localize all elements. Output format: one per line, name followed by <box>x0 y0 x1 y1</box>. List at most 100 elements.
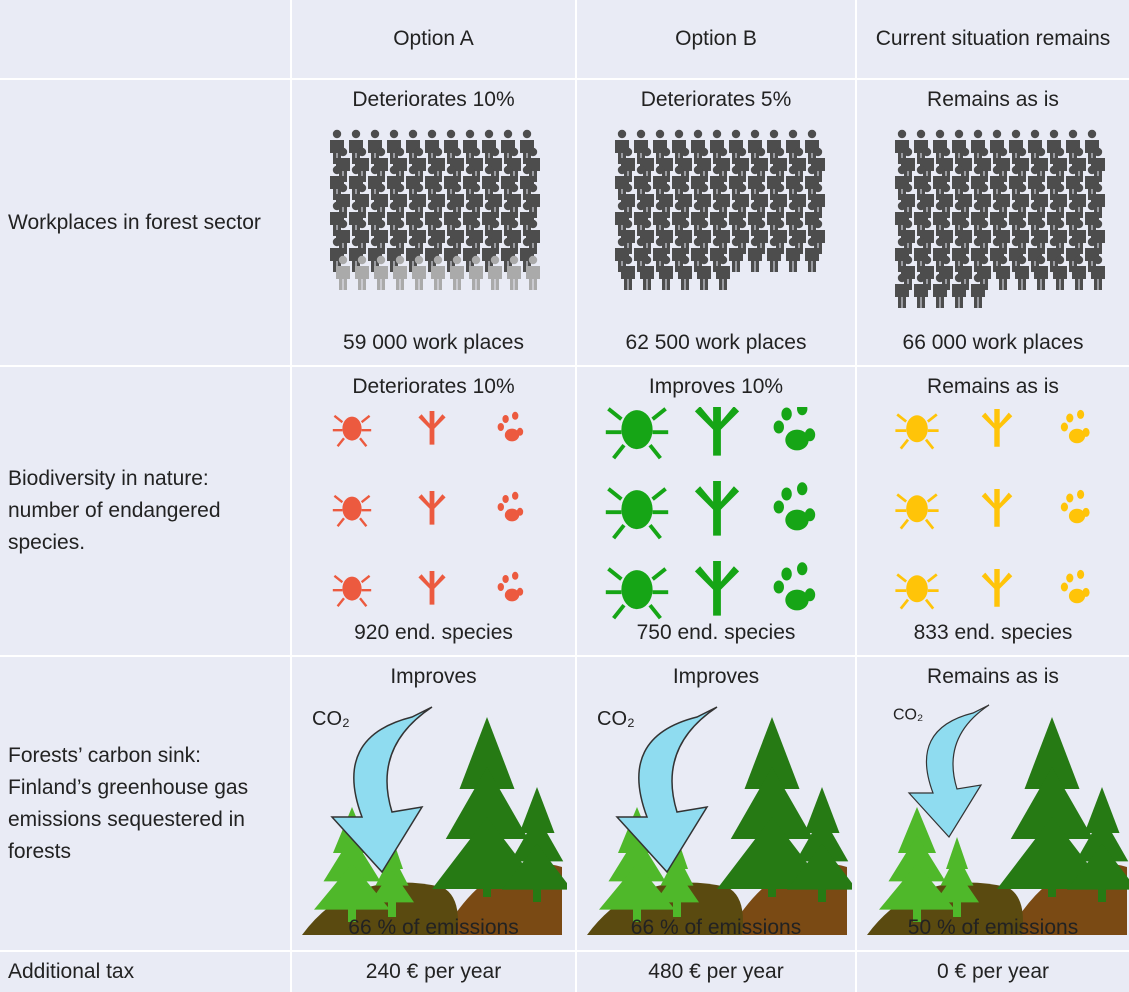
person-head <box>510 148 518 156</box>
person-head <box>643 148 651 156</box>
person-head <box>936 238 944 246</box>
person-head <box>1031 166 1039 174</box>
column-header: Option A <box>292 0 575 78</box>
person-head <box>904 148 912 156</box>
person-body <box>336 266 350 290</box>
person-head <box>485 202 493 210</box>
person-head <box>637 238 645 246</box>
person-body <box>1015 266 1029 290</box>
person-head <box>352 202 360 210</box>
person-head <box>917 130 925 138</box>
person-head <box>1088 130 1096 138</box>
species-icon <box>418 491 445 525</box>
person-head <box>980 148 988 156</box>
person-head <box>1050 166 1058 174</box>
person-head <box>1069 166 1077 174</box>
option-cell: Improves 10%750 end. species <box>577 367 855 655</box>
person-head <box>719 220 727 228</box>
person-head <box>358 184 366 192</box>
person-head <box>415 184 423 192</box>
person-head <box>814 148 822 156</box>
person-head <box>504 202 512 210</box>
icon-shape <box>1069 509 1085 523</box>
person-head <box>923 148 931 156</box>
person-body <box>393 266 407 290</box>
person-head <box>694 130 702 138</box>
person-head <box>409 238 417 246</box>
person-head <box>789 238 797 246</box>
species-icon <box>695 407 739 456</box>
person-head <box>974 130 982 138</box>
icon-shape <box>1069 589 1085 603</box>
person-body <box>678 266 692 290</box>
person-body <box>412 266 426 290</box>
person-head <box>377 256 385 264</box>
species-icon <box>333 576 371 606</box>
person-head <box>700 148 708 156</box>
person-head <box>898 130 906 138</box>
person-head <box>390 166 398 174</box>
person-head <box>1018 148 1026 156</box>
person-head <box>1012 238 1020 246</box>
corner-cell <box>0 0 290 78</box>
person-head <box>1050 202 1058 210</box>
person-head <box>523 202 531 210</box>
person-head <box>917 166 925 174</box>
person-body <box>488 266 502 290</box>
person-body <box>971 284 985 308</box>
status-text: Remains as is <box>857 375 1129 399</box>
person-head <box>504 166 512 174</box>
person-head <box>961 148 969 156</box>
person-head <box>917 238 925 246</box>
person-head <box>776 184 784 192</box>
person-head <box>898 202 906 210</box>
person-head <box>936 202 944 210</box>
person-head <box>453 220 461 228</box>
value-text: 66 % of emissions <box>577 916 855 940</box>
person-head <box>428 202 436 210</box>
person-head <box>795 220 803 228</box>
icon-shape <box>695 561 739 616</box>
person-head <box>904 220 912 228</box>
person-head <box>377 220 385 228</box>
person-head <box>795 184 803 192</box>
person-head <box>980 184 988 192</box>
person-head <box>1094 220 1102 228</box>
person-head <box>472 184 480 192</box>
person-head <box>339 256 347 264</box>
person-head <box>675 130 683 138</box>
person-head <box>472 148 480 156</box>
person-head <box>371 130 379 138</box>
person-head <box>339 220 347 228</box>
person-head <box>681 220 689 228</box>
icon-shape <box>774 581 784 594</box>
person-head <box>358 220 366 228</box>
status-text: Deteriorates 5% <box>577 88 855 112</box>
person-body <box>716 266 730 290</box>
person-head <box>732 202 740 210</box>
person-head <box>732 238 740 246</box>
person-head <box>656 238 664 246</box>
person-head <box>675 238 683 246</box>
person-head <box>1094 256 1102 264</box>
person-head <box>1069 202 1077 210</box>
person-body <box>1053 266 1067 290</box>
person-head <box>955 274 963 282</box>
person-head <box>618 166 626 174</box>
icon-shape <box>1061 503 1068 512</box>
species-icon <box>774 482 816 530</box>
person-head <box>624 220 632 228</box>
person-body <box>933 284 947 308</box>
species-icon <box>695 481 739 536</box>
person-head <box>415 220 423 228</box>
icon-shape <box>621 490 652 529</box>
person-body <box>996 266 1010 290</box>
person-head <box>453 256 461 264</box>
person-head <box>358 256 366 264</box>
person-body <box>914 284 928 308</box>
person-head <box>637 130 645 138</box>
species-icon <box>982 489 1013 527</box>
column-header: Option B <box>577 0 855 78</box>
person-head <box>904 256 912 264</box>
icon-shape <box>502 495 508 503</box>
